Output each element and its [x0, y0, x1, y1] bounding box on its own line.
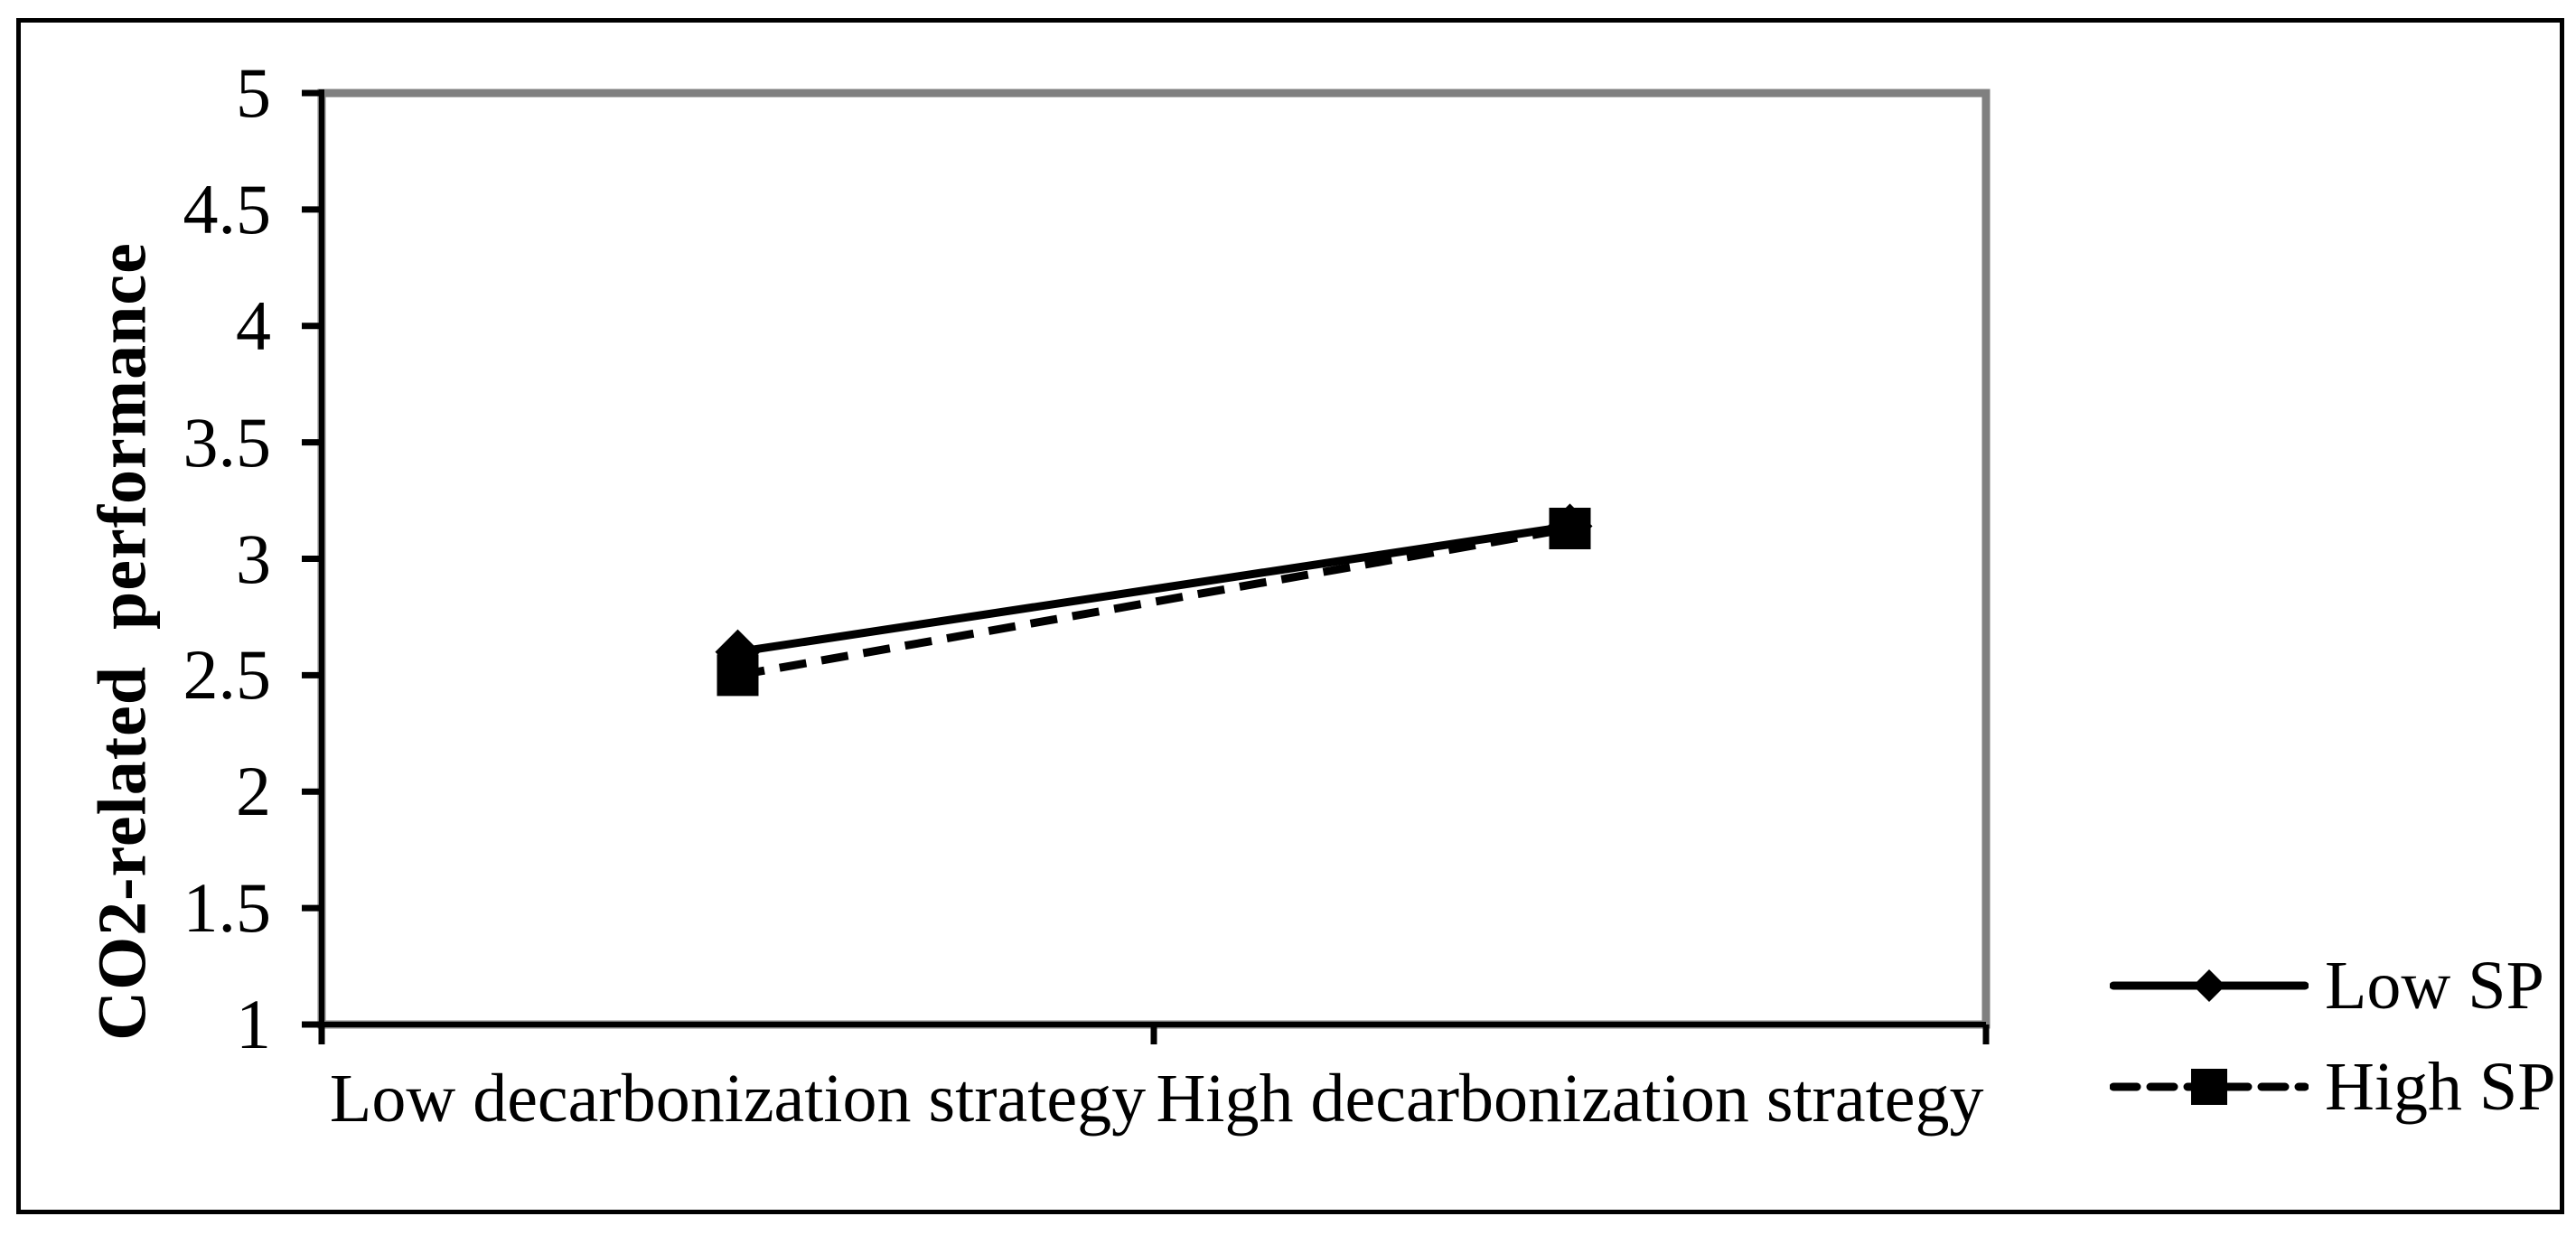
plot-border — [317, 89, 1991, 1029]
y-tick-label: 2.5 — [183, 635, 272, 715]
legend-marker — [2191, 1069, 2227, 1105]
series-line — [736, 521, 1571, 657]
data-point-marker — [1549, 507, 1591, 549]
legend-entry: High SP — [2110, 1046, 2556, 1127]
figure-border — [16, 18, 2564, 1214]
legend-label: Low SP — [2325, 948, 2544, 1024]
series-high-sp — [717, 507, 1591, 697]
x-category-label: Low decarbonization strategy — [329, 1061, 1147, 1137]
y-tick-label: 3.5 — [183, 402, 272, 482]
y-tick-label: 3 — [236, 519, 271, 598]
series-line — [736, 524, 1571, 679]
x-category-label: High decarbonization strategy — [1156, 1061, 1984, 1137]
legend-entry: Low SP — [2110, 945, 2544, 1026]
y-tick-label: 4 — [236, 285, 271, 365]
y-tick-label: 2 — [236, 752, 271, 831]
y-tick-label: 4.5 — [183, 169, 272, 248]
legend-label: High SP — [2325, 1049, 2556, 1125]
legend-swatch-solid-diamond — [2110, 969, 2309, 1002]
legend-marker — [2193, 969, 2225, 1002]
series-low-sp — [715, 503, 1593, 675]
legend-swatch-dashed-square — [2110, 1069, 2309, 1105]
y-tick-label: 5 — [236, 53, 271, 132]
data-point-marker — [717, 654, 759, 697]
y-tick-label: 1 — [236, 985, 271, 1063]
y-tick-label: 1.5 — [183, 868, 272, 948]
